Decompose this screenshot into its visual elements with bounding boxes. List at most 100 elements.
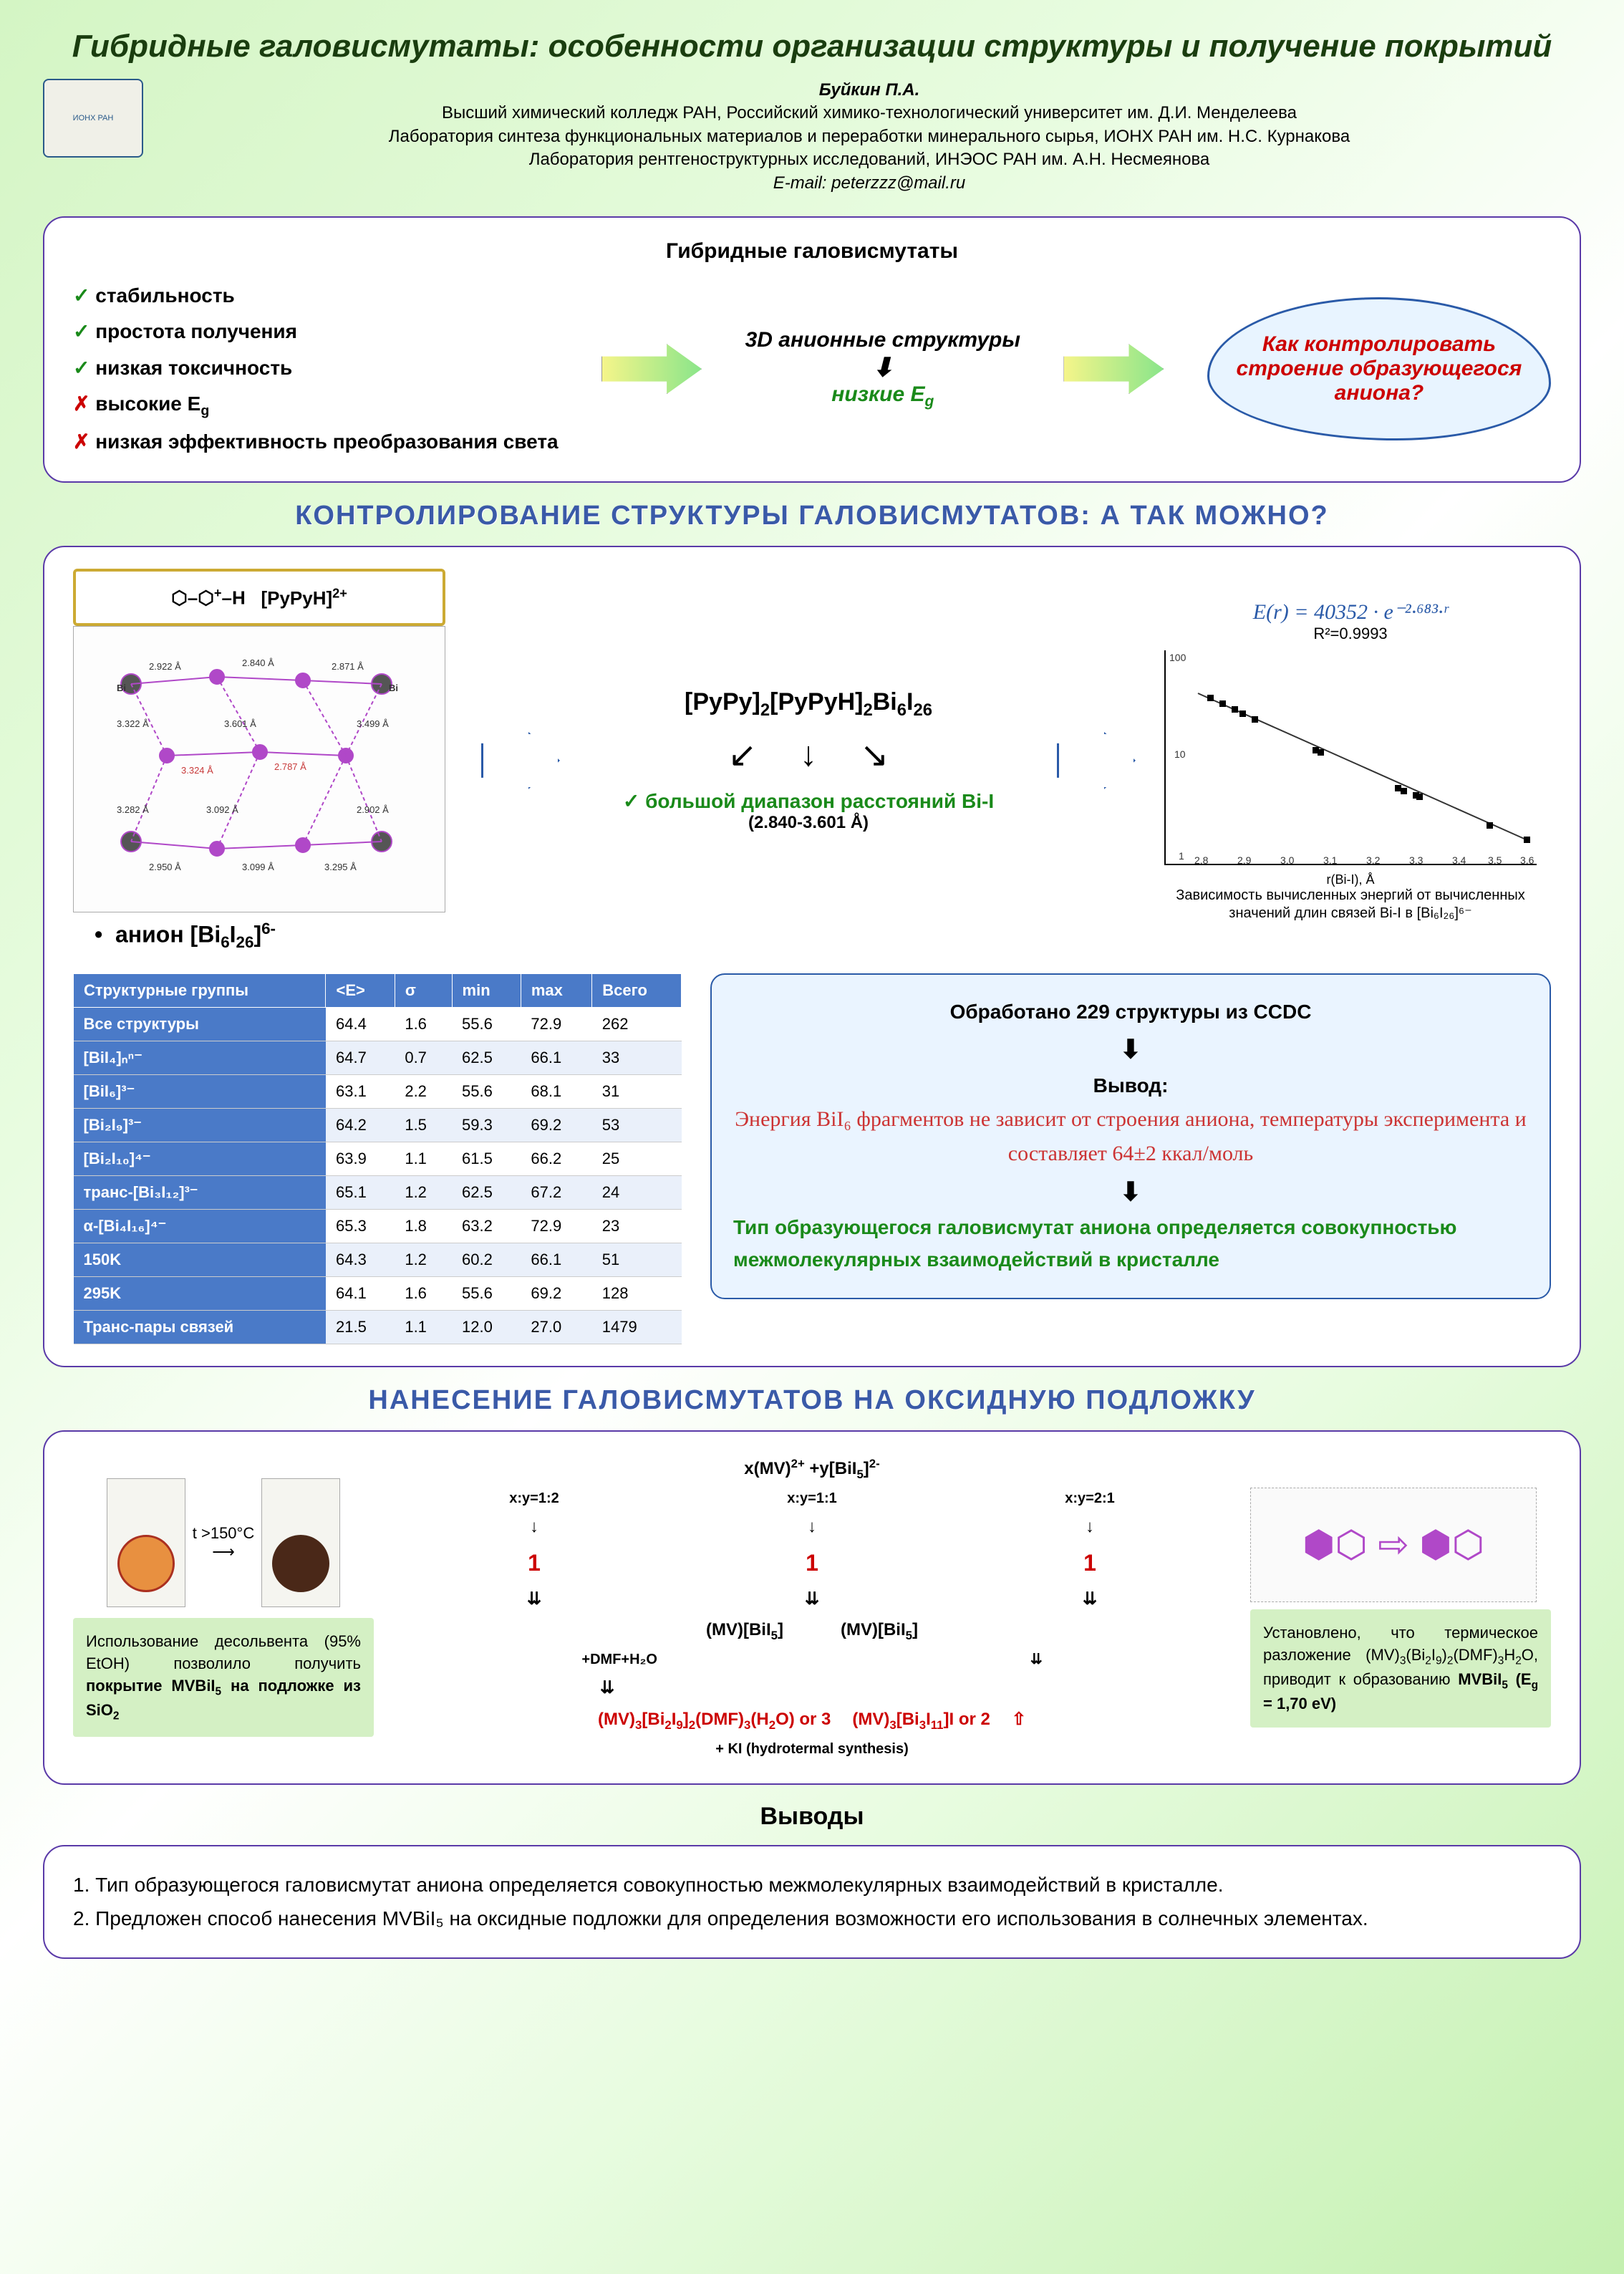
svg-text:Bi: Bi: [117, 683, 126, 693]
svg-text:3.295 Å: 3.295 Å: [324, 862, 357, 872]
conclusion-red: Энергия BiI₆ фрагментов не зависит от ст…: [733, 1102, 1528, 1171]
svg-text:2.902 Å: 2.902 Å: [357, 804, 389, 815]
svg-text:3.3: 3.3: [1409, 854, 1424, 865]
author-block: Буйкин П.А. Высший химический колледж РА…: [158, 79, 1581, 195]
arrow-icon: [1057, 732, 1136, 789]
svg-text:3.322 Å: 3.322 Å: [117, 718, 149, 729]
svg-text:3.0: 3.0: [1280, 854, 1295, 865]
affiliation-2: Лаборатория синтеза функциональных матер…: [158, 125, 1581, 148]
chart-equation: E(r) = 40352 · e⁻²·⁶⁸³·ʳ: [1150, 599, 1551, 625]
scheme-top: x(MV)2+ +y[BiI5]2-: [395, 1453, 1229, 1485]
list-item: простота получения: [73, 314, 559, 350]
svg-text:2.840 Å: 2.840 Å: [242, 657, 274, 668]
author-email: E-mail: peterzzz@mail.ru: [158, 172, 1581, 195]
range-value: (2.840-3.601 Å): [574, 813, 1043, 833]
question-cloud: Как контролировать строение образующегос…: [1207, 297, 1551, 440]
main-formula: [PyPy]2[PyPyH]2Bi6I26: [574, 688, 1043, 721]
svg-text:3.282 Å: 3.282 Å: [117, 804, 149, 815]
molecule-diagram: ⬢⬡ ⇨ ⬢⬡: [1250, 1488, 1537, 1602]
mid-line1: 3D анионные структуры: [745, 328, 1020, 352]
analysis-panel: ⬡–⬡+–H [PyPyH]2+: [43, 546, 1581, 1367]
mid-concept: 3D анионные структуры ⬇ низкие Eg: [745, 328, 1020, 410]
structure-column: ⬡–⬡+–H [PyPyH]2+: [73, 569, 467, 952]
conclusion-1: 1. Тип образующегося галовисмутат аниона…: [73, 1868, 1551, 1902]
list-item: стабильность: [73, 278, 559, 314]
molecule-column: ⬢⬡ ⇨ ⬢⬡ Установлено, что термическое раз…: [1250, 1488, 1551, 1728]
conclusions-panel: 1. Тип образующегося галовисмутат аниона…: [43, 1845, 1581, 1959]
svg-text:100: 100: [1169, 652, 1186, 663]
chart-caption: Зависимость вычисленных энергий от вычис…: [1150, 887, 1551, 922]
cation-formula: ⬡–⬡+–H [PyPyH]2+: [73, 569, 445, 626]
author-name: Буйкин П.А.: [158, 79, 1581, 102]
svg-text:1: 1: [1179, 850, 1184, 862]
svg-text:3.324 Å: 3.324 Å: [181, 765, 213, 776]
svg-text:2.922 Å: 2.922 Å: [149, 661, 181, 672]
sample-after: [261, 1478, 340, 1607]
svg-text:3.499 Å: 3.499 Å: [357, 718, 389, 729]
energy-table: Структурные группы<E>σminmaxВсего Все ст…: [73, 973, 682, 1344]
molecule-svg: 2.922 Å 2.840 Å 2.871 Å 3.322 Å 3.601 Å 3.49…: [74, 627, 446, 913]
right-description: Установлено, что термическое разложение …: [1250, 1609, 1551, 1728]
ratio: x:y=2:1: [1065, 1485, 1115, 1511]
energy-chart: E(r) = 40352 · e⁻²·⁶⁸³·ʳ R²=0.9993 10010…: [1150, 599, 1551, 922]
svg-text:3.601 Å: 3.601 Å: [224, 718, 256, 729]
arrow-icon: [481, 732, 560, 789]
crystal-structure-diagram: 2.922 Å 2.840 Å 2.871 Å 3.322 Å 3.601 Å 3.49…: [73, 626, 445, 912]
ratio: x:y=1:2: [509, 1485, 559, 1511]
coating-panel: t >150°C⟶ Использование десольвента (95%…: [43, 1430, 1581, 1784]
output-label: Вывод:: [733, 1070, 1528, 1102]
svg-text:2.871 Å: 2.871 Å: [332, 661, 364, 672]
svg-text:3.6: 3.6: [1520, 854, 1534, 865]
product: (MV)[BiI5]: [841, 1614, 918, 1647]
section-heading-control: КОНТРОЛИРОВАНИЕ СТРУКТУРЫ ГАЛОВИСМУТАТОВ…: [43, 501, 1581, 531]
arrow-icon: [601, 344, 702, 394]
left-description: Использование десольвента (95% EtOH) поз…: [73, 1618, 374, 1737]
svg-text:3.092 Å: 3.092 Å: [206, 804, 238, 815]
svg-text:2.9: 2.9: [1237, 854, 1252, 865]
mid-line2: низкие Eg: [745, 382, 1020, 410]
intro-panel: Гибридные галовисмутаты стабильность про…: [43, 216, 1581, 483]
product: (MV)[BiI5]: [706, 1614, 783, 1647]
temperature-label: t >150°C⟶: [193, 1524, 254, 1561]
reagent: +DMF+H₂O: [581, 1647, 657, 1672]
ccdc-line: Обработано 229 структуры из CCDC: [733, 996, 1528, 1028]
svg-text:3.4: 3.4: [1452, 854, 1466, 865]
svg-text:2.787 Å: 2.787 Å: [274, 761, 306, 772]
branch-arrows: ↙↓↘: [574, 735, 1043, 775]
svg-text:Bi: Bi: [389, 683, 398, 693]
down-arrow-icon: ⬇: [733, 1171, 1528, 1213]
svg-text:3.1: 3.1: [1323, 854, 1338, 865]
reaction-scheme: x(MV)2+ +y[BiI5]2- x:y=1:2 x:y=1:1 x:y=2…: [395, 1453, 1229, 1761]
list-item: высокие Eg: [73, 386, 559, 424]
ratio: x:y=1:1: [787, 1485, 837, 1511]
product-2: (MV)3[Bi3I11]I or 2: [852, 1704, 990, 1736]
section-heading-coating: НАНЕСЕНИЕ ГАЛОВИСМУТАТОВ НА ОКСИДНУЮ ПОД…: [43, 1385, 1581, 1416]
conclusion-2: 2. Предложен способ нанесения MVBiI₅ на …: [73, 1902, 1551, 1936]
svg-text:2.8: 2.8: [1194, 854, 1209, 865]
intro-heading: Гибридные галовисмутаты: [73, 239, 1551, 264]
product-3: (MV)3[Bi2I9]2(DMF)3(H2O) or 3: [598, 1704, 831, 1736]
properties-list: стабильность простота получения низкая т…: [73, 278, 559, 460]
header: ИОНХ РАН Буйкин П.А. Высший химический к…: [43, 79, 1581, 195]
svg-text:10: 10: [1174, 748, 1186, 760]
down-arrow-icon: ⬇: [745, 352, 1020, 382]
anion-label: • анион [Bi6I26]6-: [73, 920, 467, 952]
svg-text:3.2: 3.2: [1366, 854, 1381, 865]
affiliation-1: Высший химический колледж РАН, Российски…: [158, 102, 1581, 125]
range-label: ✓ большой диапазон расстояний Bi-I: [574, 789, 1043, 813]
chart-xlabel: r(Bi-I), Å: [1150, 872, 1551, 887]
poster-title: Гибридные галовисмутаты: особенности орг…: [43, 29, 1581, 64]
conclusions-heading: Выводы: [43, 1803, 1581, 1831]
formula-center: [PyPy]2[PyPyH]2Bi6I26 ↙↓↘ ✓ большой диап…: [574, 688, 1043, 833]
sample-before: [107, 1478, 185, 1607]
list-item: низкая эффективность преобразования свет…: [73, 424, 559, 460]
institute-logo: ИОНХ РАН: [43, 79, 143, 158]
sample-column: t >150°C⟶ Использование десольвента (95%…: [73, 1478, 374, 1737]
list-item: низкая токсичность: [73, 350, 559, 386]
scatter-plot: 100 10 1 2.8 2.9 3.0 3.1 3.2 3.3 3.4 3.5 3.6: [1164, 650, 1537, 865]
chart-r2: R²=0.9993: [1150, 625, 1551, 643]
ki-note: + KI (hydrotermal synthesis): [395, 1736, 1229, 1762]
arrow-icon: [1063, 344, 1164, 394]
conclusion-box: Обработано 229 структуры из CCDC ⬇ Вывод…: [710, 973, 1551, 1299]
svg-text:3.5: 3.5: [1488, 854, 1502, 865]
